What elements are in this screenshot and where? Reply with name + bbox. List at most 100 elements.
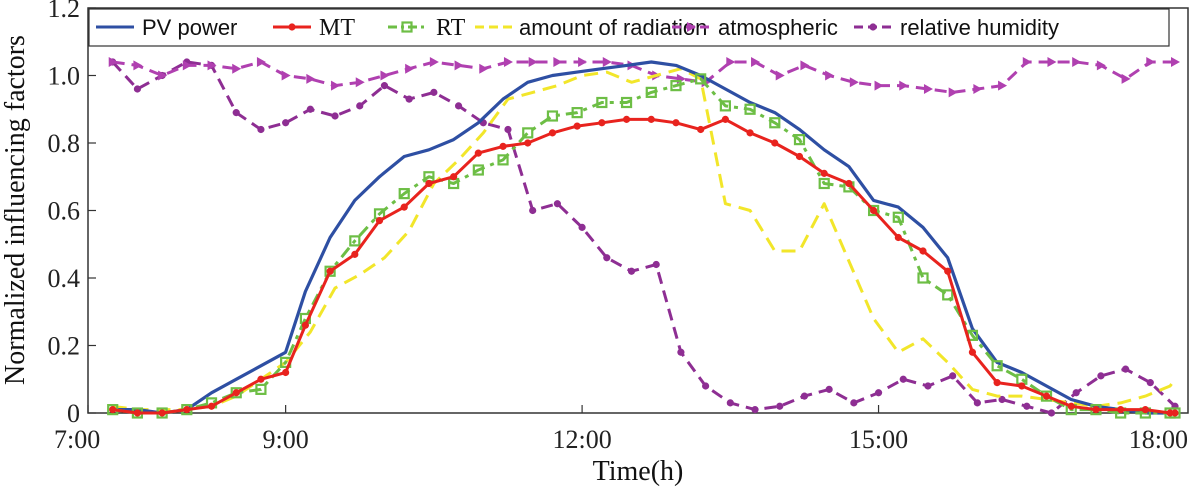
data-point — [158, 70, 168, 81]
data-point — [795, 152, 804, 161]
data-point — [1067, 402, 1075, 410]
data-point — [230, 387, 242, 399]
data-point — [1121, 365, 1130, 373]
legend-entry: atmospheric — [672, 15, 838, 40]
x-tick-label: 9:00 — [263, 425, 309, 454]
data-point — [874, 80, 884, 91]
data-point — [429, 57, 439, 67]
data-point — [133, 85, 142, 93]
data-point — [917, 272, 929, 284]
data-point — [993, 379, 1001, 387]
data-point — [687, 22, 696, 32]
data-point — [454, 60, 464, 71]
data-point — [380, 82, 389, 90]
data-point — [719, 100, 731, 112]
data-point — [306, 105, 314, 113]
data-point — [1023, 402, 1031, 410]
data-point — [232, 109, 240, 117]
data-point — [306, 73, 316, 84]
data-point — [108, 57, 118, 67]
data-point — [869, 23, 877, 31]
series-atmospheric — [108, 57, 1180, 98]
x-tick-label: 15:00 — [849, 425, 908, 454]
data-point — [578, 57, 588, 67]
data-point — [183, 406, 191, 414]
series-layer — [107, 57, 1181, 419]
series-line — [111, 60, 1177, 415]
data-point — [528, 57, 538, 67]
data-point — [850, 399, 858, 407]
data-point — [948, 87, 958, 98]
data-point — [751, 57, 761, 67]
y-tick-label: 0.8 — [48, 129, 81, 158]
data-point — [351, 250, 359, 258]
data-point — [553, 57, 563, 67]
data-point — [380, 70, 390, 81]
data-point — [645, 86, 657, 98]
data-point — [1146, 379, 1154, 387]
data-point — [697, 125, 705, 134]
data-point — [109, 406, 117, 414]
data-point — [331, 112, 339, 120]
data-point — [968, 348, 977, 356]
data-point — [326, 267, 334, 275]
data-point — [257, 125, 265, 134]
series-mt — [109, 115, 1179, 417]
data-point — [256, 57, 266, 67]
data-point — [1092, 406, 1100, 414]
x-tick-label: 7:00 — [54, 425, 100, 454]
data-point — [726, 57, 736, 67]
data-point — [899, 80, 909, 91]
data-point — [425, 179, 433, 188]
data-point — [1047, 57, 1057, 67]
y-tick-label: 1.0 — [48, 62, 81, 91]
data-point — [825, 385, 833, 393]
data-point — [793, 134, 806, 146]
data-point — [602, 57, 612, 67]
legend-box — [88, 8, 1170, 47]
data-point — [818, 177, 830, 190]
data-point — [158, 409, 166, 417]
data-point — [677, 348, 685, 356]
data-point — [800, 60, 810, 71]
data-point — [257, 375, 265, 383]
data-point — [820, 169, 828, 177]
data-point — [892, 211, 904, 223]
data-point — [1047, 409, 1056, 417]
data-point — [571, 107, 583, 119]
data-point — [1166, 409, 1174, 417]
data-point — [133, 60, 143, 71]
legend-label: atmospheric — [718, 15, 838, 40]
data-point — [627, 267, 636, 275]
data-point — [923, 84, 933, 94]
legend-label: MT — [319, 15, 355, 41]
data-point — [301, 321, 309, 329]
data-point — [1072, 389, 1080, 397]
y-axis-label: Normalized influencing factors — [0, 35, 31, 385]
series-line — [112, 77, 1175, 415]
data-point — [504, 125, 512, 134]
data-point — [1040, 390, 1053, 402]
data-point — [746, 129, 754, 137]
legend-entry: RT — [388, 15, 466, 41]
data-point — [769, 117, 781, 129]
data-point — [401, 21, 413, 33]
data-point — [702, 382, 710, 390]
y-tick-label: 0.2 — [48, 332, 81, 361]
data-point — [744, 103, 756, 115]
data-point — [207, 60, 217, 71]
data-point — [578, 223, 586, 231]
data-point — [450, 173, 458, 181]
data-point — [182, 60, 192, 71]
data-point — [1171, 57, 1180, 67]
data-point — [899, 375, 907, 383]
data-point — [398, 188, 410, 200]
legend-label: RT — [436, 15, 466, 41]
data-point — [1072, 57, 1082, 67]
data-point — [524, 139, 532, 147]
data-point — [479, 63, 489, 74]
data-point — [849, 77, 859, 88]
data-point — [868, 204, 880, 217]
legend-label: relative humidity — [900, 15, 1059, 40]
legend-entry: relative humidity — [854, 15, 1059, 40]
